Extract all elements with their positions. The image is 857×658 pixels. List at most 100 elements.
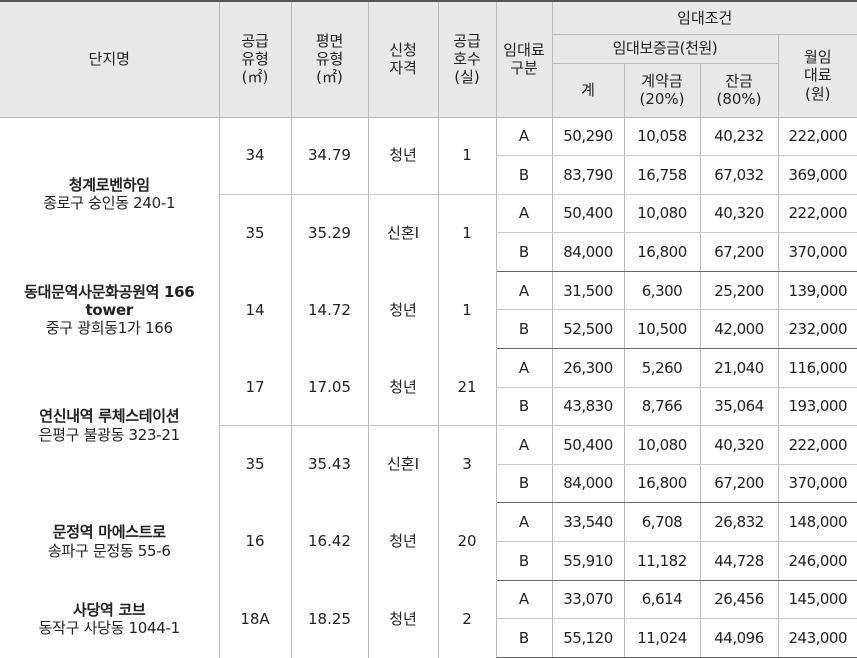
header-floor-type: 평면 유형 (㎡): [291, 0, 369, 118]
lease-type-cell: A: [496, 194, 553, 234]
supply-type-cell: 35: [219, 425, 292, 503]
supply-type-cell: 14: [219, 271, 292, 349]
floor-type-cell: 34.79: [291, 117, 369, 195]
eligibility-cell: 신혼Ⅰ: [368, 425, 439, 503]
table-row: B 43,830 8,766 35,064 193,000: [0, 387, 857, 427]
lease-type-cell: B: [496, 309, 553, 350]
table-row: B 84,000 16,800 67,200 370,000: [0, 464, 857, 504]
complex-cell: 사당역 코브 동작구 사당동 1044-1: [0, 580, 220, 658]
deposit-total-cell: 50,400: [552, 194, 625, 234]
complex-cell: 연신내역 루체스테이션 은평구 불광동 323-21: [0, 348, 220, 503]
supply-type-cell: 35: [219, 194, 292, 272]
monthly-rent-cell: 243,000: [778, 618, 857, 658]
table-row: 35 35.43 신혼Ⅰ 3 A 50,400 10,080 40,320 222,000: [0, 425, 857, 503]
complex-name: 문정역 마에스트로: [52, 523, 166, 542]
table-row: B 84,000 16,800 67,200 370,000: [0, 232, 857, 272]
eligibility-cell: 청년: [368, 580, 439, 658]
monthly-rent-cell: 246,000: [778, 541, 857, 581]
balance-cell: 40,232: [700, 117, 779, 157]
lease-type-cell: B: [496, 232, 553, 272]
complex-address: 중구 광희동1가 166: [45, 319, 173, 338]
floor-type-cell: 14.72: [291, 271, 369, 349]
complex-address: 송파구 문정동 55-6: [47, 541, 171, 560]
header-deposit-group: 임대보증금(천원): [552, 34, 779, 64]
deposit-total-cell: 50,290: [552, 117, 625, 157]
deposit-total-cell: 55,120: [552, 618, 625, 658]
floor-type-cell: 16.42: [291, 502, 369, 581]
lease-type-cell: B: [496, 541, 553, 581]
floor-type-cell: 35.43: [291, 425, 369, 503]
contract-cell: 6,614: [624, 580, 701, 620]
header-monthly: 월임 대료 (원): [778, 34, 857, 118]
eligibility-cell: 청년: [368, 348, 439, 427]
monthly-rent-cell: 145,000: [778, 580, 857, 620]
supply-type-cell: 34: [219, 117, 292, 195]
lease-type-cell: A: [496, 502, 553, 543]
eligibility-cell: 신혼Ⅰ: [368, 194, 439, 272]
table-row: B 52,500 10,500 42,000 232,000: [0, 309, 857, 350]
deposit-total-cell: 31,500: [552, 271, 625, 311]
deposit-total-cell: 83,790: [552, 155, 625, 195]
contract-cell: 11,024: [624, 618, 701, 658]
floor-type-cell: 18.25: [291, 580, 369, 658]
table-row: B 55,120 11,024 44,096 243,000: [0, 618, 857, 658]
monthly-rent-cell: 222,000: [778, 194, 857, 234]
monthly-rent-cell: 232,000: [778, 309, 857, 350]
balance-cell: 42,000: [700, 309, 779, 350]
table-row: 문정역 마에스트로 송파구 문정동 55-6 16 16.42 청년 20 A 33,540 6…: [0, 502, 857, 581]
lease-type-cell: A: [496, 348, 553, 388]
table-row: B 83,790 16,758 67,032 369,000: [0, 155, 857, 195]
monthly-rent-cell: 139,000: [778, 271, 857, 311]
deposit-total-cell: 84,000: [552, 232, 625, 272]
eligibility-cell: 청년: [368, 502, 439, 581]
complex-address: 은평구 불광동 323-21: [38, 425, 181, 444]
contract-cell: 16,758: [624, 155, 701, 195]
units-cell: 1: [438, 271, 497, 349]
header-supply-type: 공급 유형 (㎡): [219, 0, 292, 118]
complex-name: 동대문역사문화공원역 166 tower: [24, 282, 195, 319]
contract-cell: 10,500: [624, 309, 701, 350]
balance-cell: 44,096: [700, 618, 779, 658]
contract-cell: 16,800: [624, 232, 701, 272]
balance-cell: 25,200: [700, 271, 779, 311]
floor-type-cell: 35.29: [291, 194, 369, 272]
lease-type-cell: A: [496, 425, 553, 465]
monthly-rent-cell: 148,000: [778, 502, 857, 543]
units-cell: 3: [438, 425, 497, 503]
table-row: 연신내역 루체스테이션 은평구 불광동 323-21 17 17.05 청년 21 A 26,…: [0, 348, 857, 503]
complex-cell: 청계로벤하임 종로구 숭인동 240-1: [0, 117, 220, 272]
floor-type-cell: 17.05: [291, 348, 369, 427]
deposit-total-cell: 26,300: [552, 348, 625, 388]
complex-cell: 동대문역사문화공원역 166 tower 중구 광희동1가 166: [0, 271, 220, 349]
contract-cell: 8,766: [624, 387, 701, 427]
monthly-rent-cell: 193,000: [778, 387, 857, 427]
monthly-rent-cell: 370,000: [778, 464, 857, 504]
table-row: 청계로벤하임 종로구 숭인동 240-1 34 34.79 청년 1 A 50,290 10,0…: [0, 117, 857, 272]
complex-address: 동작구 사당동 1044-1: [38, 618, 181, 637]
monthly-rent-cell: 116,000: [778, 348, 857, 388]
monthly-rent-cell: 370,000: [778, 232, 857, 272]
table-row: 동대문역사문화공원역 166 tower 중구 광희동1가 166 14 14.72 청…: [0, 271, 857, 349]
balance-cell: 67,032: [700, 155, 779, 195]
table-row: B 55,910 11,182 44,728 246,000: [0, 541, 857, 581]
contract-cell: 10,080: [624, 194, 701, 234]
complex-name: 연신내역 루체스테이션: [39, 407, 180, 426]
deposit-total-cell: 84,000: [552, 464, 625, 504]
lease-type-cell: B: [496, 464, 553, 504]
eligibility-cell: 청년: [368, 117, 439, 195]
deposit-total-cell: 33,070: [552, 580, 625, 620]
deposit-total-cell: 52,500: [552, 309, 625, 350]
contract-cell: 6,708: [624, 502, 701, 543]
header-contract: 계약금 (20%): [624, 63, 701, 118]
table-row: 35 35.29 신혼Ⅰ 1 A 50,400 10,080 40,320 222,000: [0, 194, 857, 272]
monthly-rent-cell: 222,000: [778, 425, 857, 465]
contract-cell: 6,300: [624, 271, 701, 311]
supply-type-cell: 17: [219, 348, 292, 427]
complex-address: 종로구 숭인동 240-1: [43, 194, 176, 213]
monthly-rent-cell: 222,000: [778, 117, 857, 157]
balance-cell: 26,456: [700, 580, 779, 620]
complex-cell: 문정역 마에스트로 송파구 문정동 55-6: [0, 502, 220, 581]
header-units: 공급 호수 (실): [438, 0, 497, 118]
units-cell: 21: [438, 348, 497, 427]
